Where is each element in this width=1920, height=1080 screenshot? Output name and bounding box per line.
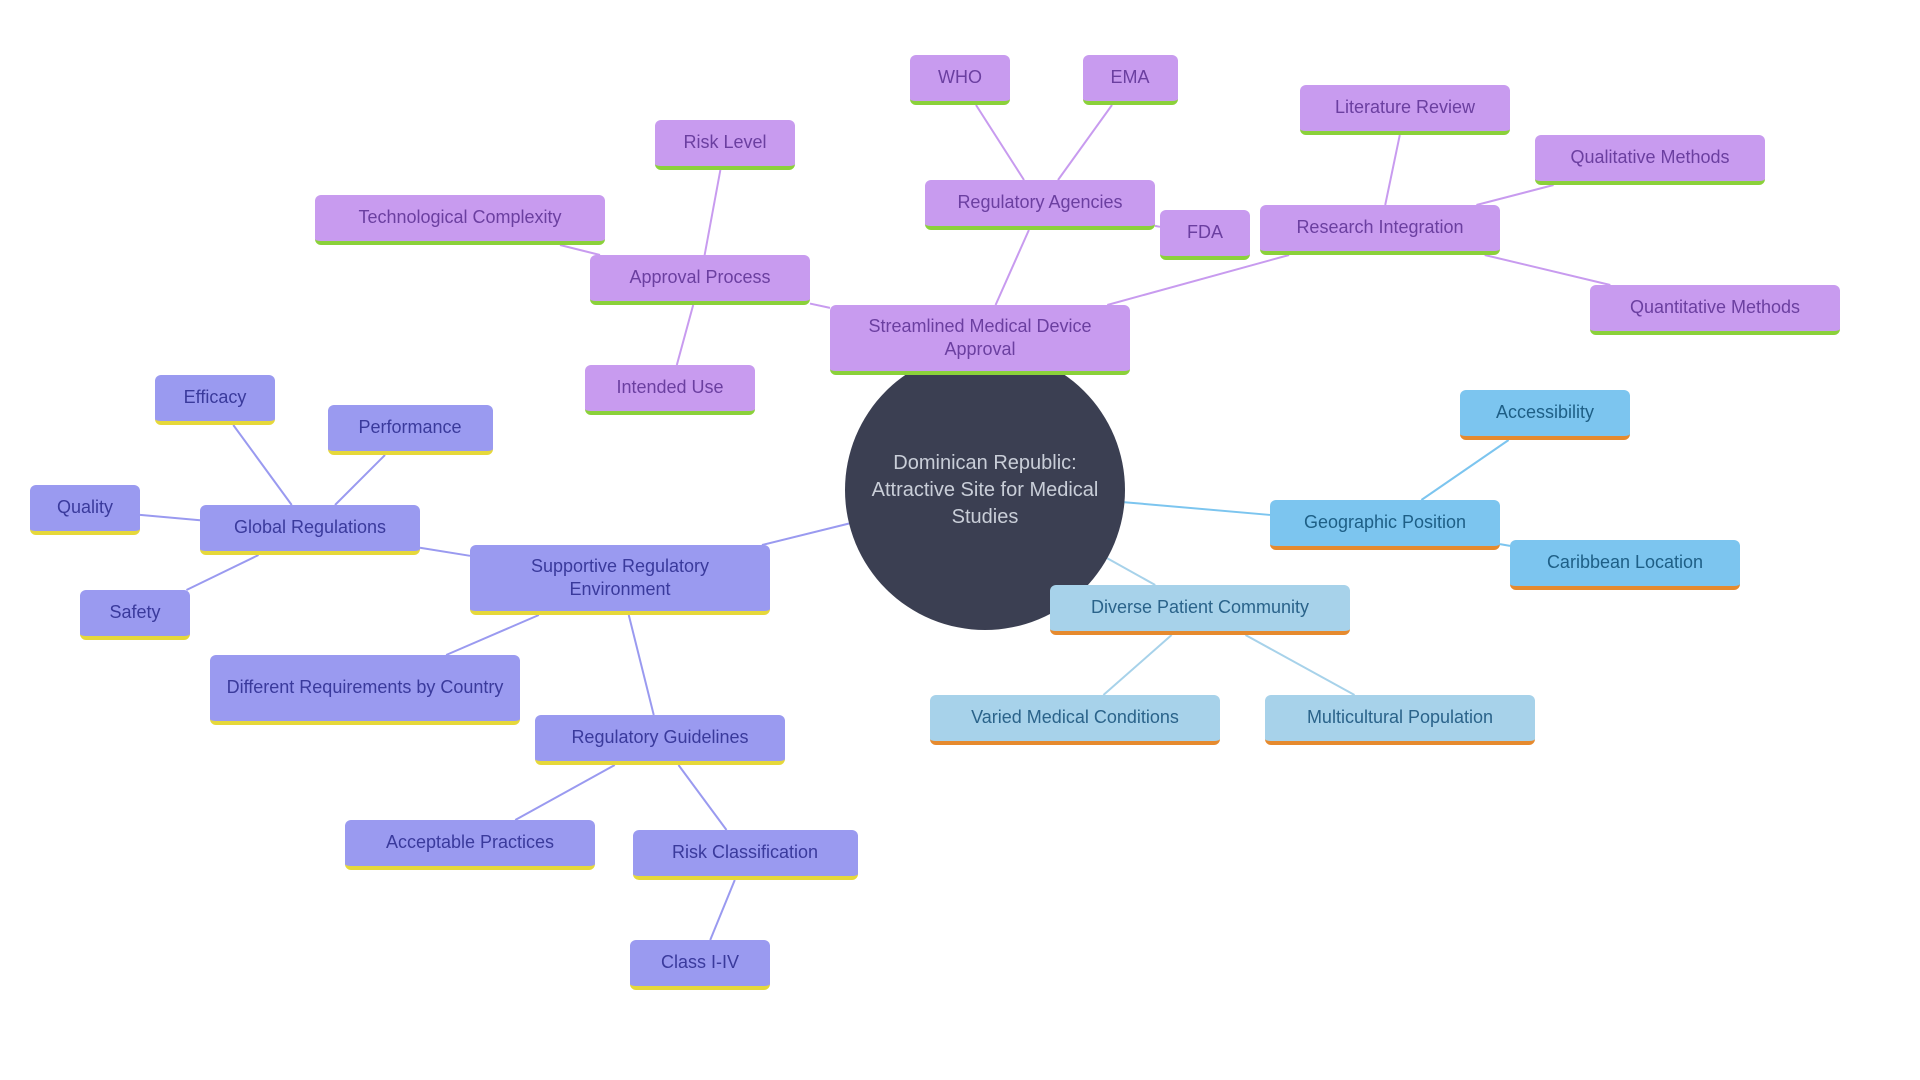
node-safety: Safety	[80, 590, 190, 640]
node-acceptable: Acceptable Practices	[345, 820, 595, 870]
node-geo: Geographic Position	[1270, 500, 1500, 550]
node-fda: FDA	[1160, 210, 1250, 260]
node-risklevel: Risk Level	[655, 120, 795, 170]
node-regguidelines: Regulatory Guidelines	[535, 715, 785, 765]
node-ema: EMA	[1083, 55, 1178, 105]
node-techcomplex: Technological Complexity	[315, 195, 605, 245]
node-caribbean: Caribbean Location	[1510, 540, 1740, 590]
node-diffreq: Different Requirements by Country	[210, 655, 520, 725]
node-accessibility: Accessibility	[1460, 390, 1630, 440]
node-performance: Performance	[328, 405, 493, 455]
node-globalregs: Global Regulations	[200, 505, 420, 555]
node-who: WHO	[910, 55, 1010, 105]
node-diverse: Diverse Patient Community	[1050, 585, 1350, 635]
node-research: Research Integration	[1260, 205, 1500, 255]
node-quantitative: Quantitative Methods	[1590, 285, 1840, 335]
node-supportive: Supportive Regulatory Environment	[470, 545, 770, 615]
node-riskclass: Risk Classification	[633, 830, 858, 880]
node-quality: Quality	[30, 485, 140, 535]
node-approval: Approval Process	[590, 255, 810, 305]
node-varied: Varied Medical Conditions	[930, 695, 1220, 745]
node-classiv: Class I-IV	[630, 940, 770, 990]
node-litreview: Literature Review	[1300, 85, 1510, 135]
node-multicultural: Multicultural Population	[1265, 695, 1535, 745]
node-efficacy: Efficacy	[155, 375, 275, 425]
mindmap-canvas: Dominican Republic: Attractive Site for …	[0, 0, 1920, 1080]
node-intendeduse: Intended Use	[585, 365, 755, 415]
node-qualitative: Qualitative Methods	[1535, 135, 1765, 185]
node-regagencies: Regulatory Agencies	[925, 180, 1155, 230]
node-streamlined: Streamlined Medical Device Approval	[830, 305, 1130, 375]
